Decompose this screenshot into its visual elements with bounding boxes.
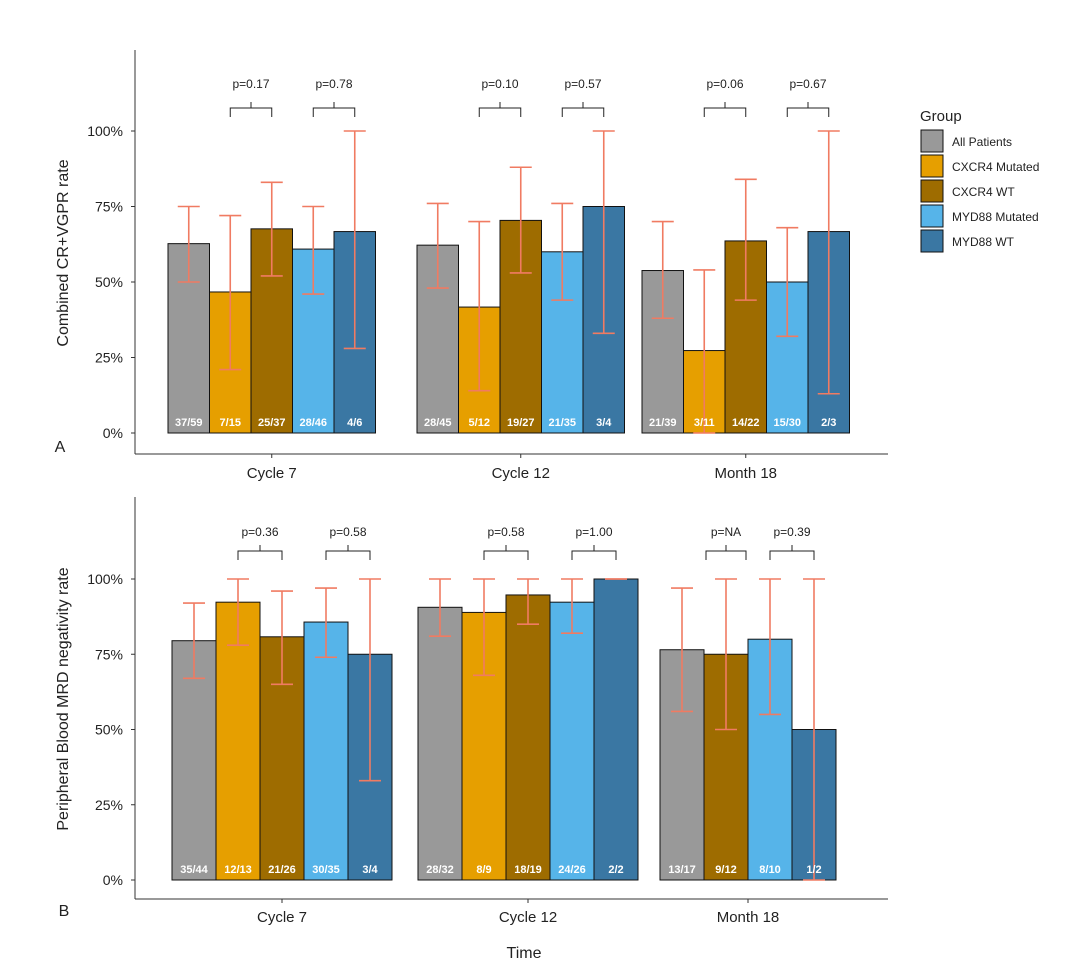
bar-count-label: 14/22 [732, 417, 760, 429]
bar-count-label: 24/26 [558, 864, 586, 876]
x-tick-label: Month 18 [714, 465, 777, 482]
bar-count-label: 3/4 [596, 417, 612, 429]
legend-item-label: CXCR4 WT [952, 185, 1015, 199]
bar-count-label: 3/4 [362, 864, 378, 876]
bar-count-label: 12/13 [224, 864, 252, 876]
pvalue-bracket [703, 102, 747, 117]
y-tick-label: 100% [87, 123, 123, 139]
y-tick-label: 75% [95, 199, 123, 215]
pvalue-bracket [478, 102, 522, 117]
y-axis-title: Combined CR+VGPR rate [55, 159, 72, 346]
bar-count-label: 8/9 [476, 864, 491, 876]
panel-b: 0% 25% 50% 75% 100% Peripheral Blood MRD nega… [55, 497, 888, 926]
bar-count-label: 18/19 [514, 864, 542, 876]
pvalue-bracket [561, 102, 605, 117]
legend-item-label: All Patients [952, 135, 1012, 149]
pvalue-label: p=0.39 [773, 525, 810, 539]
bar [417, 606, 463, 881]
pvalue-bracket [705, 545, 747, 560]
bar-count-label: 1/2 [806, 864, 821, 876]
bar-count-label: 25/37 [258, 417, 286, 429]
y-tick-label: 25% [95, 350, 123, 366]
pvalue-label: p=0.06 [706, 77, 743, 91]
pvalue-label: p=0.67 [789, 77, 826, 91]
pvalue-label: p=0.10 [481, 77, 518, 91]
bar-count-label: 37/59 [175, 417, 203, 429]
legend-swatch [920, 179, 944, 203]
bar [259, 636, 305, 881]
bar-count-label: 2/3 [821, 417, 836, 429]
pvalue-label: p=0.36 [241, 525, 278, 539]
bar [505, 594, 551, 881]
x-axis-title: Time [507, 945, 542, 962]
bar-count-label: 15/30 [773, 417, 801, 429]
y-tick-label: 100% [87, 571, 123, 587]
panel-label: B [59, 903, 70, 920]
legend: Group All Patients CXCR4 Mutated CXCR4 WT M… [920, 108, 1039, 253]
bar [303, 621, 349, 881]
pvalue-label: p=1.00 [575, 525, 612, 539]
bar-count-label: 7/15 [220, 417, 241, 429]
bar-count-label: 28/45 [424, 417, 452, 429]
y-tick-label: 75% [95, 646, 123, 662]
bar [549, 601, 595, 881]
bar-count-label: 35/44 [180, 864, 208, 876]
bar-count-label: 28/46 [299, 417, 327, 429]
legend-swatch [920, 129, 944, 153]
pvalue-bracket [571, 545, 617, 560]
panel-a: 0% 25% 50% 75% 100% Combined CR+VGPR rate A 37/… [55, 50, 888, 482]
y-tick-label: 0% [103, 425, 123, 441]
x-tick-label: Month 18 [717, 909, 780, 926]
pvalue-bracket [237, 545, 283, 560]
pvalue-bracket [769, 545, 815, 560]
pvalue-bracket [786, 102, 830, 117]
legend-item-label: MYD88 Mutated [952, 210, 1039, 224]
bar-count-label: 13/17 [668, 864, 696, 876]
legend-swatch [920, 154, 944, 178]
y-tick-label: 0% [103, 872, 123, 888]
panel-label: A [55, 439, 66, 456]
pvalue-label: p=0.57 [564, 77, 601, 91]
bar-count-label: 21/39 [649, 417, 677, 429]
bar-count-label: 28/32 [426, 864, 454, 876]
legend-title: Group [920, 108, 962, 125]
y-tick-label: 25% [95, 797, 123, 813]
pvalue-bracket [312, 102, 356, 117]
bar-count-label: 30/35 [312, 864, 340, 876]
legend-item-label: MYD88 WT [952, 235, 1015, 249]
bar-count-label: 3/11 [694, 417, 715, 429]
bar-count-label: 21/35 [548, 417, 576, 429]
pvalue-label: p=0.17 [232, 77, 269, 91]
x-tick-label: Cycle 12 [492, 465, 550, 482]
bar [171, 640, 217, 881]
x-tick-label: Cycle 12 [499, 909, 557, 926]
bar-count-label: 19/27 [507, 417, 535, 429]
pvalue-bracket [483, 545, 529, 560]
bar-count-label: 21/26 [268, 864, 296, 876]
legend-swatch [920, 229, 944, 253]
y-axis-title: Peripheral Blood MRD negativity rate [55, 567, 72, 830]
bar [593, 578, 639, 881]
pvalue-label: p=0.58 [487, 525, 524, 539]
bar-count-label: 4/6 [347, 417, 362, 429]
pvalue-bracket [325, 545, 371, 560]
y-tick-label: 50% [95, 274, 123, 290]
pvalue-label: p=0.58 [329, 525, 366, 539]
legend-swatch [920, 204, 944, 228]
y-tick-label: 50% [95, 722, 123, 738]
bar-count-label: 5/12 [469, 417, 490, 429]
pvalue-bracket [229, 102, 273, 117]
pvalue-label: p=0.78 [315, 77, 352, 91]
bar-count-label: 8/10 [759, 864, 780, 876]
pvalue-label: p=NA [711, 525, 741, 539]
x-tick-label: Cycle 7 [257, 909, 307, 926]
bar-count-label: 9/12 [715, 864, 736, 876]
bar-count-label: 2/2 [608, 864, 623, 876]
legend-item-label: CXCR4 Mutated [952, 160, 1039, 174]
x-tick-label: Cycle 7 [247, 465, 297, 482]
